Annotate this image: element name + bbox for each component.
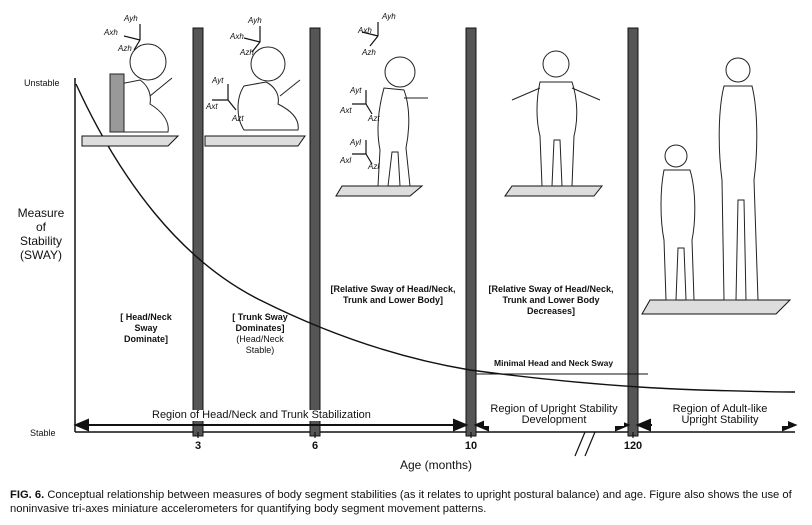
figure-caption-text: Conceptual relationship between measures…: [10, 489, 792, 515]
minimal-sway-label: Minimal Head and Neck Sway: [494, 358, 614, 368]
accel-label-leg-y: Ayl: [350, 138, 362, 147]
region-label-adult: Region of Adult-like Upright Stability: [652, 404, 788, 426]
stage-label-relative-sway: [Relative Sway of Head/Neck, Trunk and L…: [330, 284, 456, 305]
y-axis-title: Measure of Stability (SWAY): [17, 206, 65, 262]
y-axis-top-label: Unstable: [24, 78, 60, 88]
y-axis-bottom-label: Stable: [30, 428, 56, 438]
child-standing-figure: [511, 50, 601, 187]
accel-label-leg-x: Axl: [340, 156, 352, 165]
figure-caption: FIG. 6. Conceptual relationship between …: [10, 488, 810, 516]
accel-label-toddler-head-z: Azh: [362, 48, 376, 57]
stage-label-trunk: [ Trunk Sway Dominates] (Head/Neck Stabl…: [232, 312, 288, 355]
accel-label-toddler-head-x: Axh: [358, 26, 372, 35]
accel-label-toddler-head-y: Ayh: [382, 12, 396, 21]
sway-curve: [75, 83, 796, 393]
accelerometer-arrows: [123, 22, 379, 165]
accel-label-toddler-trunk-y: Ayt: [350, 86, 362, 95]
accel-label-trunk-x: Axt: [206, 102, 218, 111]
accel-label-head-x: Axh: [104, 28, 118, 37]
region-label-stabilization: Region of Head/Neck and Trunk Stabilizat…: [150, 409, 373, 421]
tick-marks: [197, 432, 634, 438]
adult-figure: [718, 57, 759, 301]
accel-label-trunk-z: Azt: [232, 114, 244, 123]
axis-break: [574, 431, 596, 457]
infant-lying-figure: [237, 46, 301, 131]
accel-label-toddler-trunk-x: Axt: [340, 106, 352, 115]
x-tick-3: 3: [194, 440, 202, 452]
stage-label-head-neck: [ Head/Neck Sway Dominate]: [120, 312, 172, 344]
region-label-development: Region of Upright Stability Development: [484, 404, 624, 426]
figure-caption-label: FIG. 6.: [10, 489, 45, 501]
toddler-standing-figure: [377, 56, 428, 187]
accel-label-trunk-y: Ayt: [212, 76, 224, 85]
x-tick-120: 120: [623, 440, 643, 452]
accel-label-trunk-head-x: Axh: [230, 32, 244, 41]
platforms: [81, 135, 792, 315]
accel-label-head-y: Ayh: [124, 14, 138, 23]
older-child-figure: [660, 144, 696, 301]
stage-label-sway-decreases: [Relative Sway of Head/Neck, Trunk and L…: [488, 284, 614, 316]
accel-label-trunk-head-z: Azh: [240, 48, 254, 57]
accel-label-leg-z: Azl: [368, 162, 380, 171]
infant-sitting-figure: [109, 43, 173, 133]
x-tick-6: 6: [311, 440, 319, 452]
accel-label-head-z: Azh: [118, 44, 132, 53]
x-tick-10: 10: [464, 440, 478, 452]
accel-label-toddler-trunk-z: Azt: [368, 114, 380, 123]
x-axis-title: Age (months): [400, 458, 473, 472]
accel-label-trunk-head-y: Ayh: [248, 16, 262, 25]
